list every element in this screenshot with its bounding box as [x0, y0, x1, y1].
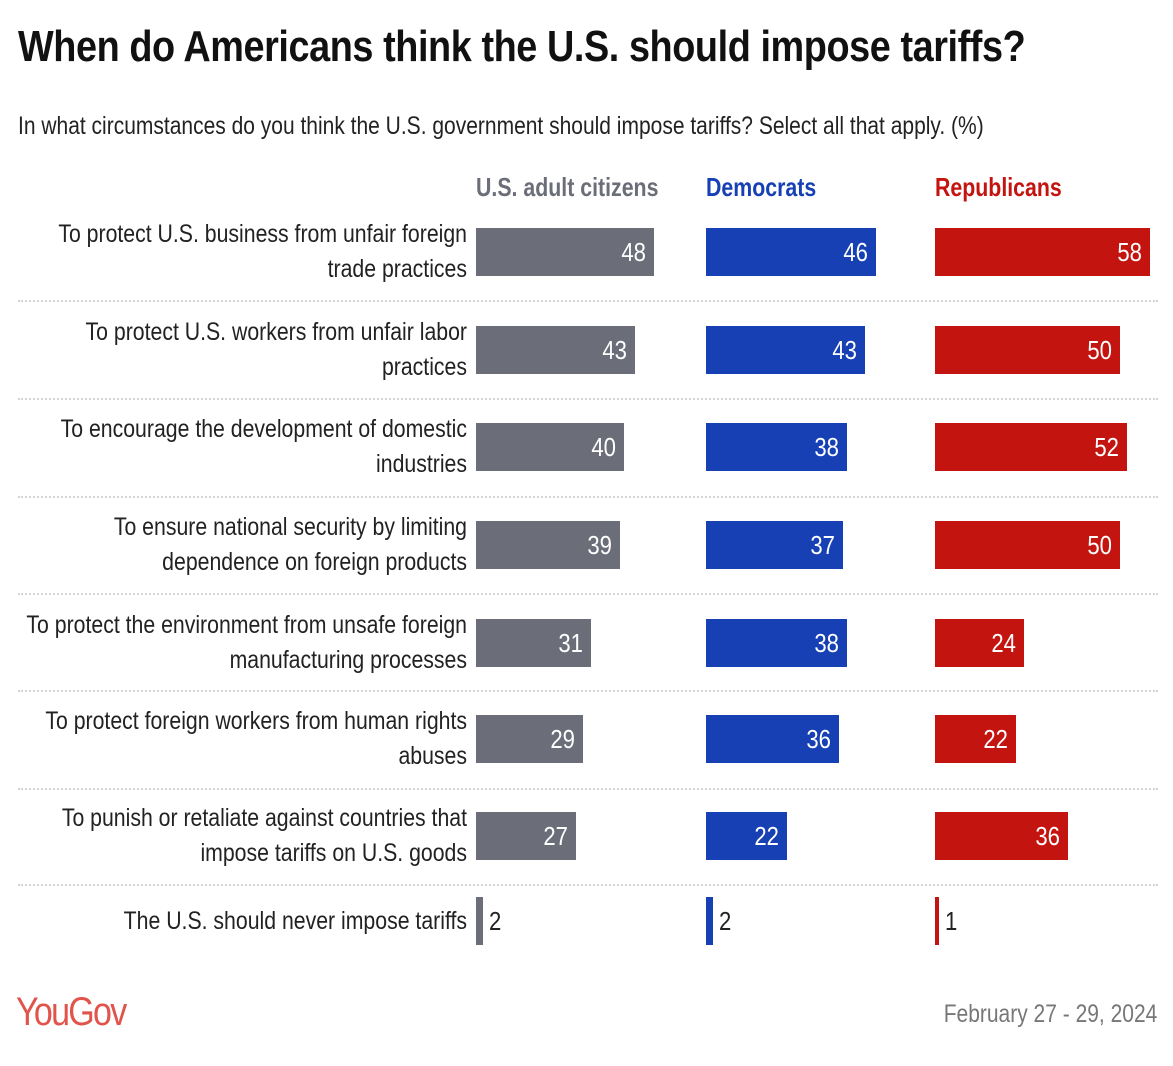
bar — [935, 326, 1120, 374]
row-divider — [18, 300, 1158, 302]
data-label: 52 — [1094, 432, 1120, 462]
data-label: 1 — [944, 906, 957, 936]
data-label: 22 — [754, 821, 780, 851]
bar — [476, 897, 484, 945]
data-label: 38 — [814, 628, 839, 658]
row-divider — [18, 496, 1158, 498]
category-label: To protect the environment from unsafe f… — [26, 611, 468, 674]
category-label: The U.S. should never impose tariffs — [123, 906, 467, 935]
data-label: 43 — [832, 335, 858, 365]
data-label: 39 — [587, 530, 613, 560]
bar — [706, 619, 847, 667]
data-label: 48 — [621, 237, 646, 267]
bar — [476, 423, 624, 471]
column-header: U.S. adult citizens — [476, 172, 659, 202]
data-label: 40 — [591, 432, 616, 462]
category-label: To protect foreign workers from human ri… — [45, 707, 467, 770]
survey-date: February 27 - 29, 2024 — [943, 1000, 1157, 1028]
row-divider — [18, 788, 1158, 790]
bar — [706, 423, 847, 471]
data-label: 37 — [810, 530, 835, 560]
bar — [706, 715, 840, 763]
data-label: 50 — [1087, 530, 1112, 560]
data-label: 46 — [843, 237, 869, 267]
bar — [935, 715, 1017, 763]
data-label: 36 — [806, 724, 832, 754]
bar — [476, 715, 584, 763]
category-label: To protect U.S. business from unfair for… — [58, 220, 467, 283]
data-label: 22 — [983, 724, 1009, 754]
category-label: To protect U.S. workers from unfair labo… — [85, 318, 467, 381]
bar — [935, 619, 1024, 667]
column-header: Democrats — [706, 172, 817, 202]
chart-subtitle: In what circumstances do you think the U… — [18, 112, 984, 140]
data-label: 58 — [1117, 237, 1142, 267]
data-label: 31 — [558, 628, 583, 658]
bar — [476, 228, 654, 276]
bar — [706, 812, 788, 860]
yougov-logo: YouGov — [16, 990, 127, 1034]
bar — [706, 326, 866, 374]
data-label: 29 — [550, 724, 576, 754]
bar — [935, 228, 1150, 276]
data-label: 43 — [602, 335, 628, 365]
bar — [935, 423, 1128, 471]
bar — [706, 897, 714, 945]
data-label: 36 — [1035, 821, 1061, 851]
column-header: Republicans — [935, 172, 1062, 202]
category-label: To punish or retaliate against countries… — [61, 804, 468, 867]
data-label: 2 — [719, 906, 732, 936]
bar — [706, 521, 843, 569]
row-divider — [18, 884, 1158, 886]
chart-title: When do Americans think the U.S. should … — [18, 22, 1026, 71]
bar — [476, 619, 591, 667]
category-label: To ensure national security by limiting … — [113, 513, 467, 576]
data-label: 27 — [543, 821, 568, 851]
bar — [935, 521, 1120, 569]
bar — [706, 228, 877, 276]
category-label: To encourage the development of domestic… — [60, 415, 467, 478]
data-label: 50 — [1087, 335, 1112, 365]
bar — [476, 521, 621, 569]
bar — [935, 812, 1069, 860]
row-divider — [18, 690, 1158, 692]
bar — [935, 897, 939, 945]
row-divider — [18, 593, 1158, 595]
bar — [476, 326, 636, 374]
data-label: 2 — [489, 906, 502, 936]
bar — [476, 812, 576, 860]
data-label: 38 — [814, 432, 839, 462]
data-label: 24 — [991, 628, 1016, 658]
row-divider — [18, 398, 1158, 400]
